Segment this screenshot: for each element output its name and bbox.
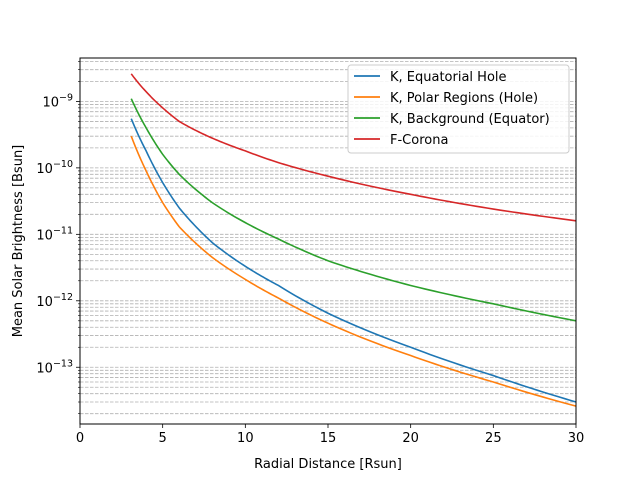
series-line-2	[130, 98, 577, 322]
y-tick-label: 10−9	[42, 92, 73, 110]
x-tick-label: 30	[568, 431, 585, 446]
series-lines	[130, 73, 577, 407]
legend-box	[347, 64, 570, 154]
legend: K, Equatorial Hole K, Polar Regions (Hole…	[347, 64, 570, 154]
legend-label: K, Equatorial Hole	[390, 70, 507, 85]
x-tick-label: 0	[76, 431, 84, 446]
legend-label: F-Corona	[390, 133, 448, 148]
x-tick-label: 25	[485, 431, 502, 446]
y-tick-label: 10−13	[36, 358, 73, 376]
y-tick-label: 10−10	[36, 159, 73, 177]
y-tick-label: 10−12	[36, 292, 73, 310]
legend-label: K, Polar Regions (Hole)	[390, 91, 538, 106]
y-tick-label: 10−11	[36, 225, 73, 243]
x-tick-label: 20	[402, 431, 419, 446]
series-line-1	[130, 135, 577, 407]
y-axis-label: Mean Solar Brightness [Bsun]	[11, 145, 26, 338]
x-tick-label: 15	[320, 431, 337, 446]
x-tick-label: 10	[237, 431, 254, 446]
axis-ticks: 0 5 10 15 20 25 30 10−13 10−12 10−11 10−10 10−9	[36, 61, 584, 446]
legend-label: K, Background (Equator)	[390, 112, 550, 127]
series-line-0	[130, 118, 577, 403]
series-line-3	[130, 73, 577, 222]
x-tick-label: 5	[159, 431, 167, 446]
x-axis-label: Radial Distance [Rsun]	[254, 457, 402, 472]
